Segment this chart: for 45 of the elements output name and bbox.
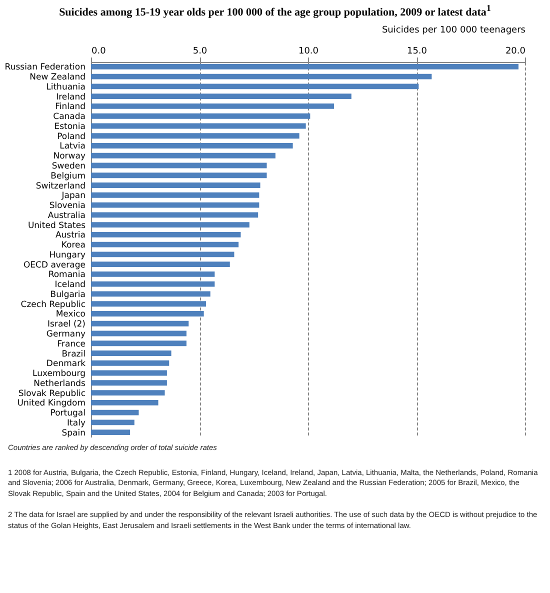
y-tick-label: Brazil (62, 348, 86, 359)
y-tick-label: Portugal (50, 408, 86, 418)
y-tick-label: France (57, 339, 86, 350)
y-tick-label: Austria (55, 230, 86, 240)
y-tick-label: Norway (53, 151, 86, 162)
y-tick-label: Bulgaria (50, 290, 86, 300)
chart-title: Suicides among 15-19 year olds per 100 000 of the age group population, 2009 or latest data$^{1}$ (58, 2, 492, 19)
y-tick-label: Canada (53, 112, 86, 122)
y-tick-label: Poland (57, 132, 86, 142)
y-tick-label: Czech Republic (20, 300, 86, 310)
y-tick-label: Italy (67, 418, 86, 428)
y-tick-label: Slovak Republic (18, 388, 86, 398)
x-tick-label: 5.0 (192, 46, 208, 56)
y-tick-label: Iceland (54, 280, 86, 290)
y-tick-label: Denmark (46, 358, 86, 369)
y-tick-label: Russian Federation (4, 62, 86, 72)
y-tick-label: Slovenia (49, 200, 86, 211)
y-tick-label: Luxembourg (32, 368, 86, 379)
y-tick-label: New Zealand (30, 72, 86, 82)
y-tick-label: Estonia (54, 122, 86, 132)
y-tick-label: United Kingdom (17, 398, 86, 408)
y-tick-label: Ireland (56, 92, 86, 102)
x-tick-label: 15.0 (406, 46, 428, 56)
y-tick-label: Hungary (49, 250, 86, 260)
y-tick-label: Israel (2) (48, 319, 86, 330)
y-tick-label: Lithuania (46, 82, 86, 92)
y-tick-label: Finland (55, 102, 86, 112)
y-tick-label: Australia (48, 210, 86, 221)
x-tick-label: 0.0 (92, 46, 106, 56)
y-tick-label: United States (28, 220, 86, 230)
x-tick-label: 10.0 (298, 46, 319, 56)
y-tick-label: Mexico (56, 309, 86, 320)
x-tick-label: 20.0 (505, 46, 526, 56)
y-tick-label: Korea (61, 240, 86, 250)
x-axis-title: Suicides per 100 000 teenagers (382, 25, 526, 36)
y-tick-label: Japan (60, 190, 86, 201)
y-tick-label: OECD average (23, 260, 86, 270)
y-tick-label: Netherlands (34, 378, 86, 389)
y-tick-label: Belgium (50, 171, 86, 182)
y-tick-label: Germany (46, 329, 86, 340)
y-tick-label: Spain (62, 428, 86, 438)
y-tick-label: Sweden (52, 161, 86, 172)
y-tick-label: Switzerland (36, 180, 86, 191)
y-tick-label: Romania (48, 270, 86, 280)
y-tick-label: Latvia (60, 141, 86, 152)
